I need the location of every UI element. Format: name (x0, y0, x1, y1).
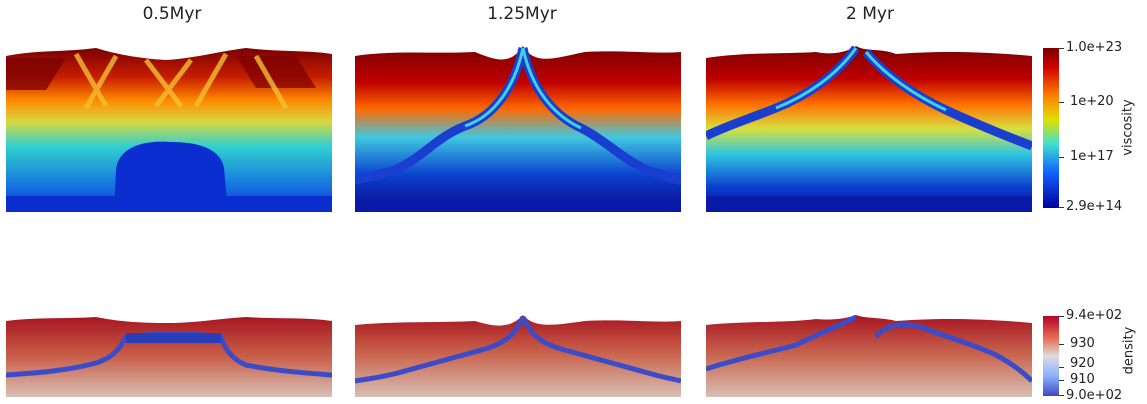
density-tick-line-0 (1059, 316, 1064, 317)
viscosity-tick-line-1 (1059, 102, 1064, 103)
density-panel-0 (6, 315, 332, 397)
viscosity-tick-label-0: 1.0e+23 (1066, 40, 1123, 55)
density-colorbar (1043, 316, 1059, 396)
density-tick-label-3: 910 (1070, 372, 1095, 387)
column-title-1: 1.25Myr (487, 4, 557, 24)
viscosity-panel-0 (6, 46, 332, 212)
viscosity-tick-label-2: 1e+17 (1070, 149, 1114, 164)
viscosity-panel-2 (706, 46, 1032, 212)
viscosity-tick-line-2 (1059, 157, 1064, 158)
density-tick-line-2 (1059, 367, 1064, 368)
density-panel-1 (355, 315, 681, 397)
density-tick-line-3 (1059, 380, 1064, 381)
viscosity-tick-line-0 (1059, 48, 1064, 49)
column-title-2: 2 Myr (846, 4, 894, 24)
density-tick-label-2: 920 (1070, 356, 1095, 371)
column-title-0: 0.5Myr (142, 4, 202, 24)
viscosity-tick-line-3 (1059, 207, 1064, 208)
viscosity-colorbar-title: viscosity (1120, 99, 1136, 156)
density-tick-line-1 (1059, 344, 1064, 345)
viscosity-tick-label-3: 2.9e+14 (1066, 199, 1123, 214)
density-tick-label-0: 9.4e+02 (1066, 308, 1123, 323)
viscosity-colorbar (1043, 48, 1059, 208)
viscosity-panel-1 (355, 46, 681, 212)
density-colorbar-title: density (1121, 326, 1137, 375)
density-tick-label-1: 930 (1070, 336, 1095, 351)
viscosity-tick-label-1: 1e+20 (1070, 94, 1114, 109)
density-tick-line-4 (1059, 395, 1064, 396)
density-panel-2 (706, 315, 1032, 397)
density-tick-label-4: 9.0e+02 (1066, 388, 1123, 403)
